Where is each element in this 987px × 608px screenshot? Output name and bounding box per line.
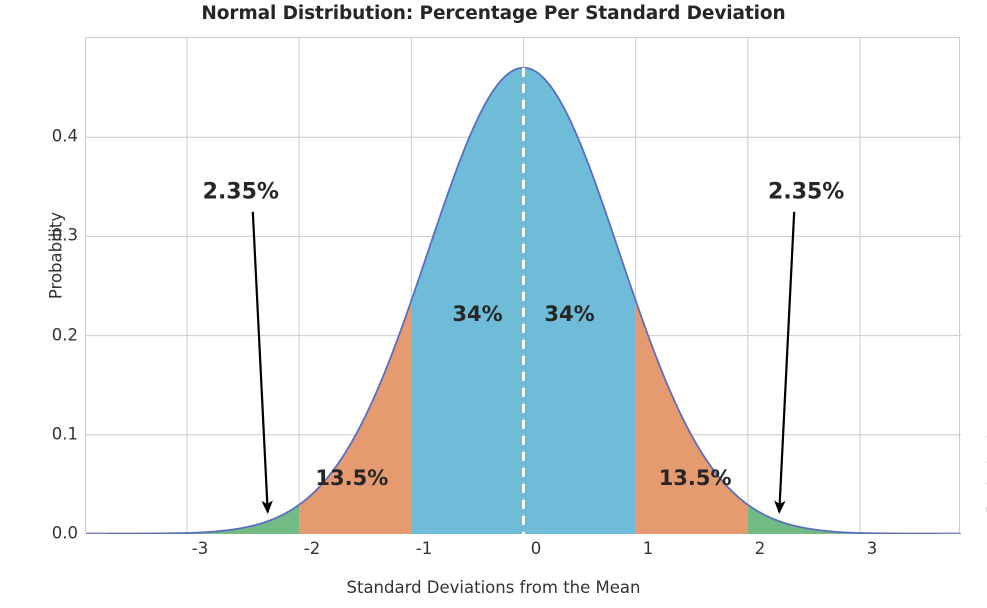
band-left-center <box>411 67 524 534</box>
band-right-two-sigma <box>747 67 861 534</box>
y-axis-ticks: 0.0 0.1 0.2 0.3 0.4 <box>0 0 78 608</box>
y-tick-4: 0.4 <box>51 126 78 146</box>
x-tick-2: 2 <box>754 539 766 558</box>
band-left-one-sigma <box>299 67 412 534</box>
y-tick-0: 0.0 <box>51 523 78 543</box>
annotation-pct-right-235: 2.35% <box>768 179 845 205</box>
x-tick-neg2: -2 <box>303 539 321 558</box>
band-left-outer-tail <box>86 67 187 534</box>
annotation-pct-left-34: 34% <box>452 301 503 326</box>
x-axis-label: Standard Deviations from the Mean <box>346 578 641 597</box>
annotation-pct-right-34: 34% <box>544 301 595 326</box>
plot-area: 2.35% 13.5% 34% 34% 13.5% 2.35% <box>85 37 961 534</box>
x-tick-1: 1 <box>642 539 654 558</box>
annotation-arrows <box>251 211 796 514</box>
x-tick-neg1: -1 <box>415 539 433 558</box>
arrow-pct-right-235 <box>774 211 796 514</box>
y-axis-label: Probability <box>46 211 66 300</box>
x-tick-neg3: -3 <box>191 539 209 558</box>
x-tick-3: 3 <box>866 539 878 558</box>
y-tick-2: 0.2 <box>51 325 78 345</box>
distribution-plot <box>86 38 961 534</box>
band-left-two-sigma <box>186 67 300 534</box>
x-tick-0: 0 <box>530 539 542 558</box>
band-right-one-sigma <box>635 67 748 534</box>
arrow-pct-left-235 <box>251 211 273 514</box>
y-tick-3: 0.3 <box>51 225 78 245</box>
annotation-pct-right-135: 13.5% <box>658 466 732 491</box>
annotation-pct-left-135: 13.5% <box>315 466 389 491</box>
y-tick-1: 0.1 <box>51 424 78 444</box>
chart-title: Normal Distribution: Percentage Per Stan… <box>201 3 786 24</box>
band-right-center <box>523 67 636 534</box>
annotation-pct-left-235: 2.35% <box>202 179 279 205</box>
band-right-outer-tail <box>860 67 961 534</box>
